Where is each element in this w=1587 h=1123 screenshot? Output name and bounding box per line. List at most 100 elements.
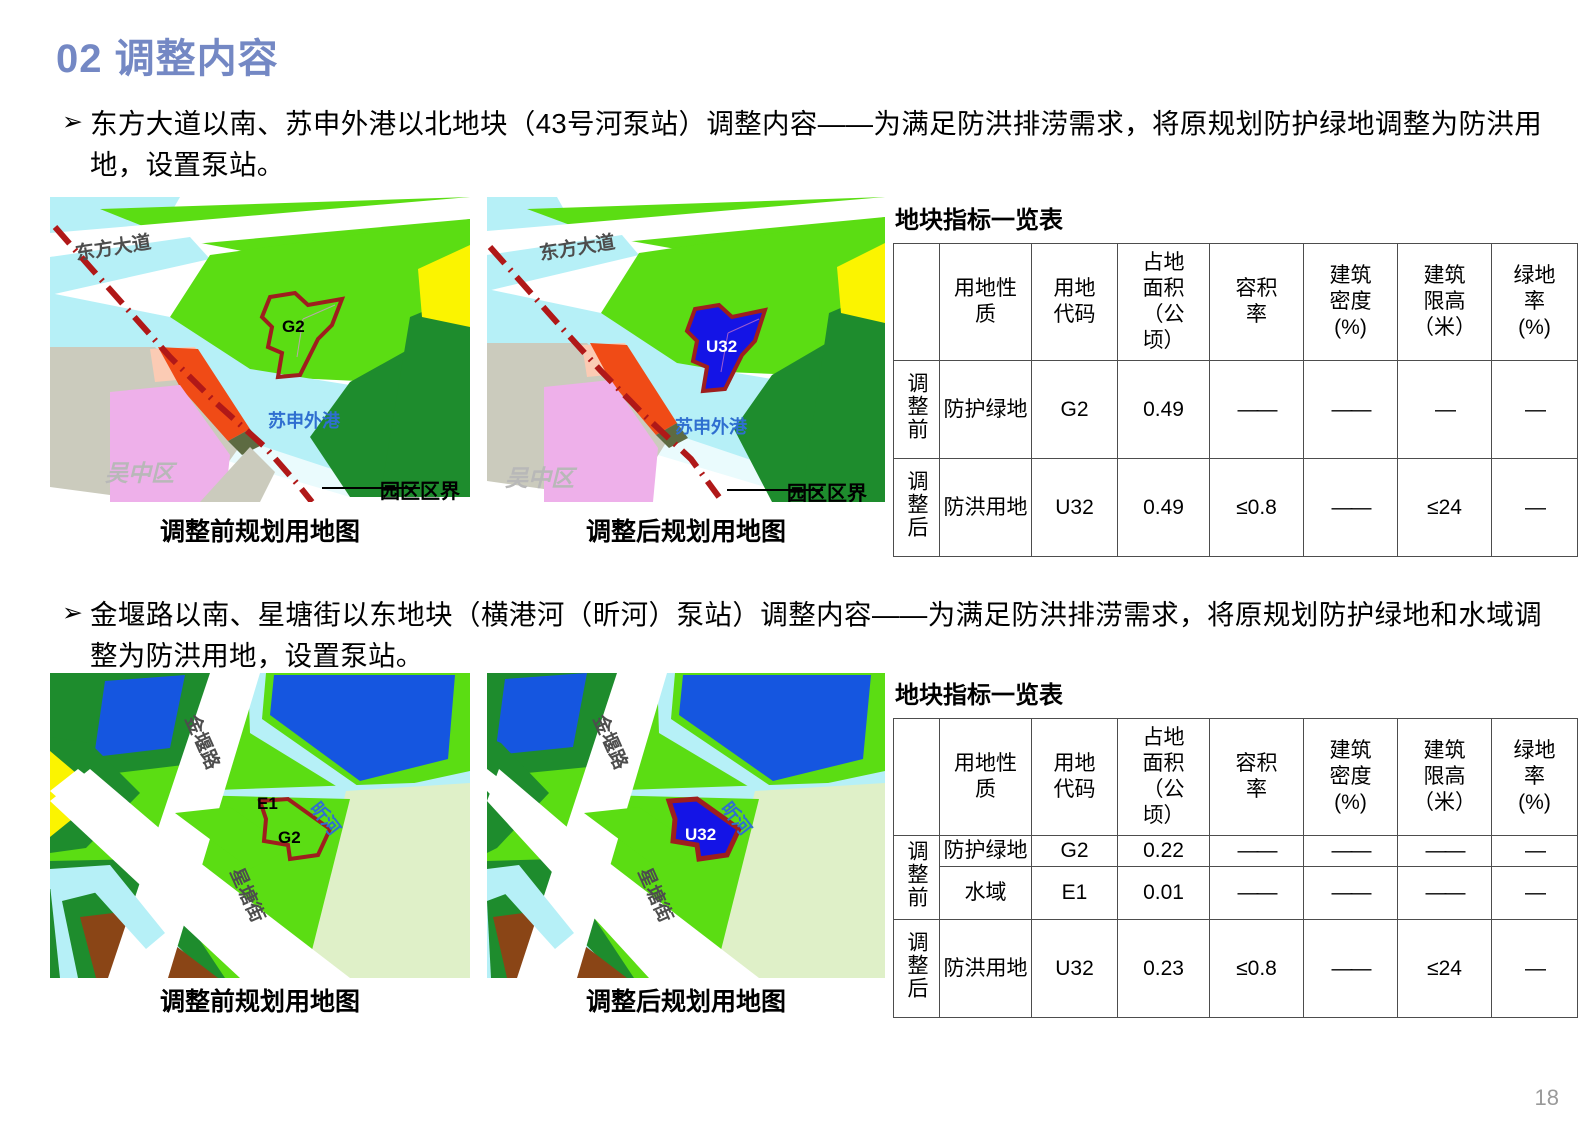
table-1-header-row: 用地性质 用地 代码 占地 面积 （公 顷） 容积率 建筑 密度 (%) 建筑 限高 （米） 绿… (893, 243, 1578, 361)
cell-green: — (1491, 919, 1578, 1018)
th-building-density: 建筑 密度 (%) (1303, 243, 1398, 361)
cell-height: ≤24 (1397, 919, 1492, 1018)
map-1-after-river-label: 苏申外港 (675, 417, 747, 437)
map-1-before-river-label: 苏申外港 (268, 411, 340, 431)
table-row: 调整前 防护绿地 G2 0.22 —— —— —— — (893, 835, 1578, 920)
cell-height: —— (1397, 835, 1492, 867)
cell-code: G2 (1031, 360, 1118, 459)
map-2-after-caption: 调整后规划用地图 (585, 988, 786, 1016)
cell-far: ≤0.8 (1209, 919, 1304, 1018)
table-1-title: 地块指标一览表 (895, 207, 1063, 234)
map-1-after-canvas (487, 197, 885, 502)
th-land-area: 占地 面积 （公 顷） (1117, 718, 1210, 836)
map-2-after: 金堰路 星塘街 昕河 U32 (487, 673, 885, 978)
cell-green: — (1491, 835, 1578, 867)
th-land-code: 用地 代码 (1031, 718, 1118, 836)
map-1-after-plot-label: U32 (706, 337, 738, 356)
cell-area: 0.22 (1117, 835, 1210, 867)
th-land-area: 占地 面积 （公 顷） (1117, 243, 1210, 361)
cell-nature: 水域 (939, 866, 1032, 920)
cell-area: 0.49 (1117, 458, 1210, 557)
cell-far: —— (1209, 835, 1304, 867)
th-land-code: 用地 代码 (1031, 243, 1118, 361)
cell-side: 调整后 (893, 919, 940, 1018)
cell-density: —— (1303, 866, 1398, 920)
cell-code: E1 (1031, 866, 1118, 920)
cell-density: —— (1303, 458, 1398, 557)
table-row: 调整后 防洪用地 U32 0.23 ≤0.8 —— ≤24 — (893, 919, 1578, 1018)
cell-far: ≤0.8 (1209, 458, 1304, 557)
cell-far: —— (1209, 866, 1304, 920)
cell-area: 0.49 (1117, 360, 1210, 459)
cell-green: — (1491, 458, 1578, 557)
cell-nature: 防洪用地 (939, 458, 1032, 557)
table-2: 用地性质 用地 代码 占地 面积 （公 顷） 容积率 建筑 密度 (%) 建筑 限高 （米） 绿… (893, 718, 1578, 1018)
th-land-nature: 用地性质 (939, 243, 1032, 361)
map-2-before-caption: 调整前规划用地图 (159, 988, 360, 1016)
table-1: 用地性质 用地 代码 占地 面积 （公 顷） 容积率 建筑 密度 (%) 建筑 限高 （米） 绿… (893, 243, 1578, 557)
cell-density: —— (1303, 919, 1398, 1018)
table-row: 水域 E1 0.01 —— —— —— — (894, 866, 1578, 920)
map-2-before: 金堰路 星塘街 昕河 E1 G2 (50, 673, 470, 978)
page-title: 02 调整内容 (56, 37, 279, 81)
page-number: 18 (1534, 1085, 1559, 1110)
th-far: 容积率 (1209, 718, 1304, 836)
map-1-before-caption: 调整前规划用地图 (159, 518, 360, 546)
table-2-header-row: 用地性质 用地 代码 占地 面积 （公 顷） 容积率 建筑 密度 (%) 建筑 限高 （米） 绿… (893, 718, 1578, 836)
map-1-before-canvas (50, 197, 470, 502)
map-1-before-legend-label: 园区区界 (380, 481, 460, 502)
th-building-height: 建筑 限高 （米） (1397, 243, 1492, 361)
map-2-after-plot-label: U32 (685, 825, 717, 844)
map-2-before-plot-label-2: G2 (278, 828, 301, 847)
map-1-after-district-label: 吴中区 (505, 465, 574, 491)
th-green-ratio: 绿地率 (%) (1491, 243, 1578, 361)
map-1-after-legend-line (727, 489, 823, 491)
bullet-item-2: ➢ 金堰路以南、星塘街以东地块（横港河（昕河）泵站）调整内容——为满足防洪排涝需… (62, 594, 1542, 676)
th-blank (893, 718, 940, 836)
th-green-ratio: 绿地率 (%) (1491, 718, 1578, 836)
table-row: 调整前 防护绿地 G2 0.49 —— —— — — (893, 360, 1578, 459)
map-1-after-legend-label: 园区区界 (787, 483, 867, 502)
map-2-before-canvas (50, 673, 470, 978)
cell-code: G2 (1031, 835, 1118, 867)
table-2-title: 地块指标一览表 (895, 682, 1063, 709)
cell-nature: 防护绿地 (939, 835, 1032, 867)
cell-area: 0.01 (1117, 866, 1210, 920)
cell-density: —— (1303, 360, 1398, 459)
cell-code: U32 (1031, 919, 1118, 1018)
cell-area: 0.23 (1117, 919, 1210, 1018)
cell-height: ≤24 (1397, 458, 1492, 557)
cell-side: 调整后 (893, 458, 940, 557)
map-1-before-legend-line (322, 487, 420, 489)
cell-nature: 防护绿地 (939, 360, 1032, 459)
cell-height: —— (1397, 866, 1492, 920)
bullet-text-1: 东方大道以南、苏申外港以北地块（43号河泵站）调整内容——为满足防洪排涝需求，将… (90, 108, 1542, 180)
map-2-before-plot-label-1: E1 (257, 794, 278, 813)
map-2-after-canvas (487, 673, 885, 978)
cell-nature: 防洪用地 (939, 919, 1032, 1018)
map-1-before: 东方大道 G2 苏申外港 吴中区 园区区界 (50, 197, 470, 502)
map-1-before-district-label: 吴中区 (105, 460, 174, 486)
cell-code: U32 (1031, 458, 1118, 557)
th-building-density: 建筑 密度 (%) (1303, 718, 1398, 836)
cell-green: — (1491, 866, 1578, 920)
th-far: 容积率 (1209, 243, 1304, 361)
bullet-item-1: ➢ 东方大道以南、苏申外港以北地块（43号河泵站）调整内容——为满足防洪排涝需求… (62, 103, 1542, 185)
cell-green: — (1491, 360, 1578, 459)
th-blank (893, 243, 940, 361)
bullet-text-2: 金堰路以南、星塘街以东地块（横港河（昕河）泵站）调整内容——为满足防洪排涝需求，… (90, 599, 1542, 671)
th-land-nature: 用地性质 (939, 718, 1032, 836)
cell-side: 调整前 (893, 835, 940, 920)
cell-far: —— (1209, 360, 1304, 459)
bullet-arrow-icon: ➢ (62, 598, 83, 627)
cell-side: 调整前 (893, 360, 940, 459)
table-row: 调整后 防洪用地 U32 0.49 ≤0.8 —— ≤24 — (893, 458, 1578, 557)
map-1-after: 东方大道 U32 苏申外港 吴中区 园区区界 (487, 197, 885, 502)
cell-height: — (1397, 360, 1492, 459)
th-building-height: 建筑 限高 （米） (1397, 718, 1492, 836)
cell-density: —— (1303, 835, 1398, 867)
bullet-arrow-icon: ➢ (62, 107, 83, 136)
map-1-before-plot-label: G2 (282, 317, 305, 336)
map-1-after-caption: 调整后规划用地图 (585, 518, 786, 546)
